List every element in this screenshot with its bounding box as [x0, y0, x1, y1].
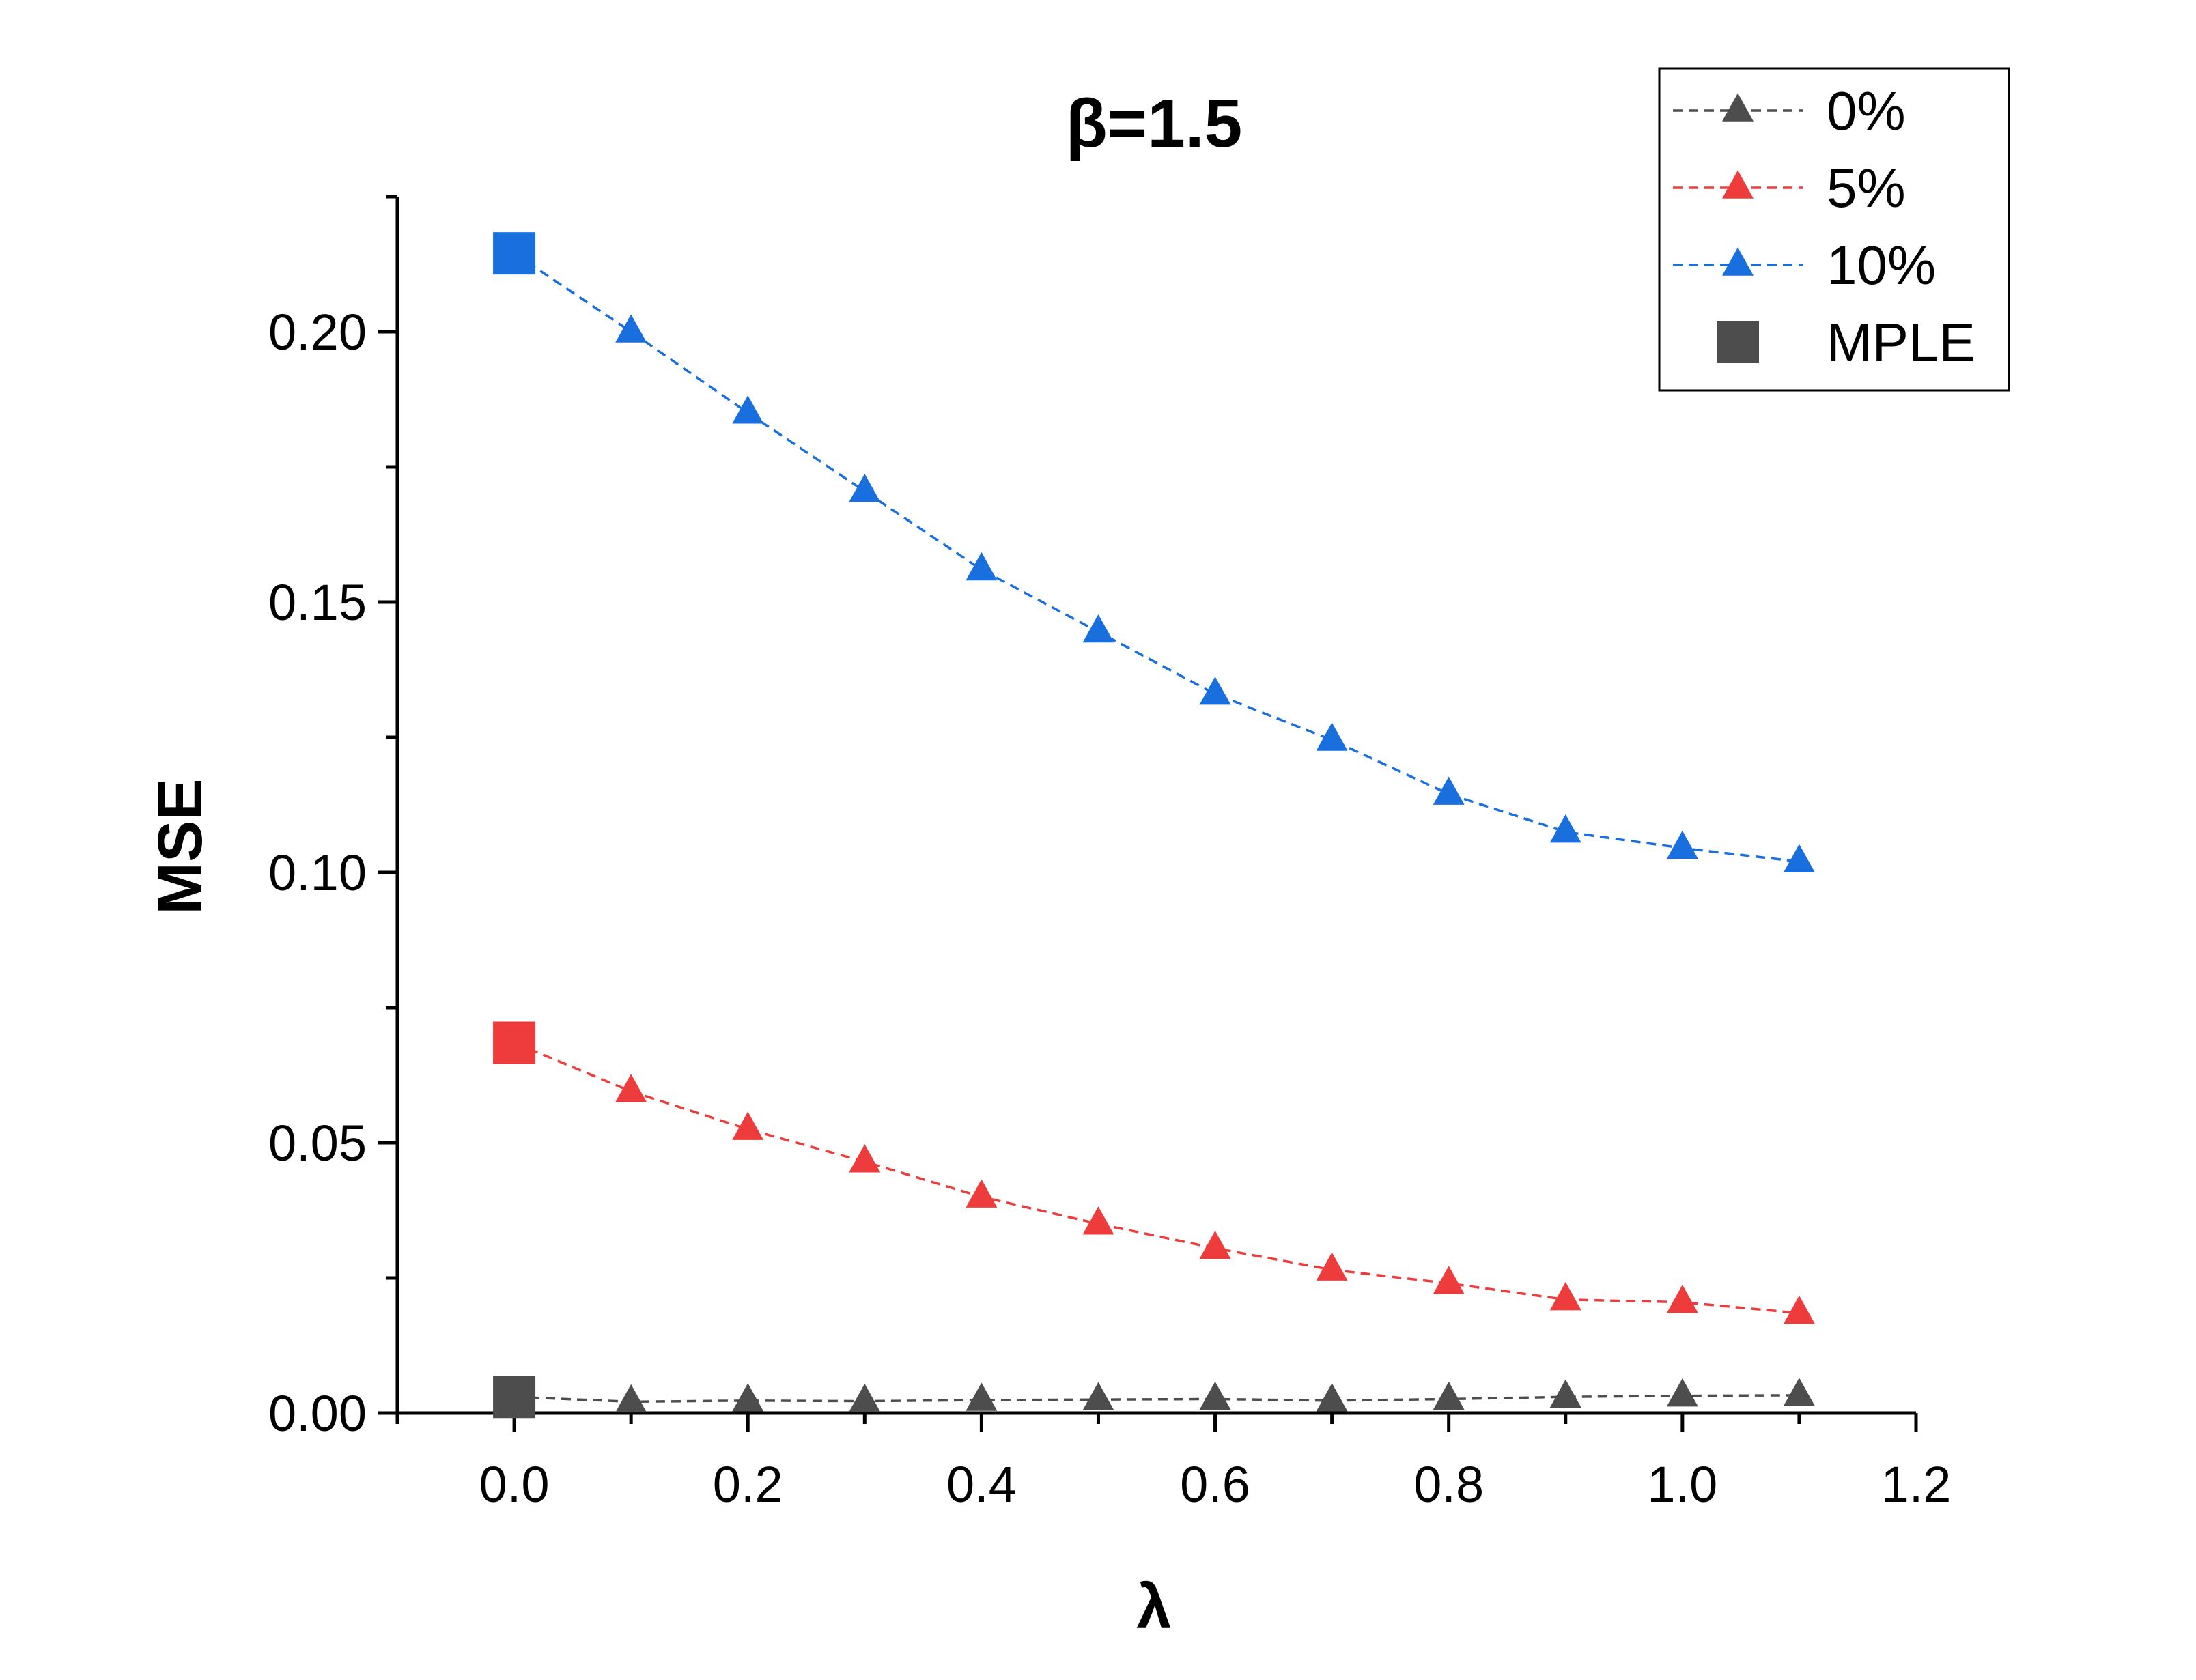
mple-point	[493, 1021, 536, 1064]
data-point	[1549, 1379, 1581, 1408]
data-point	[732, 1383, 764, 1412]
series-layer	[493, 232, 1815, 1419]
data-point	[1316, 1383, 1348, 1412]
data-point	[1199, 676, 1231, 705]
data-point	[1433, 1381, 1465, 1410]
data-point	[966, 552, 998, 581]
data-point	[849, 1383, 881, 1412]
y-tick-label: 0.15	[268, 574, 367, 631]
legend-label: 5%	[1827, 158, 1906, 218]
data-point	[732, 1111, 764, 1140]
data-point	[615, 314, 647, 343]
x-tick-label: 0.6	[1180, 1456, 1250, 1513]
legend-marker	[1717, 321, 1759, 363]
data-point	[615, 1074, 647, 1102]
data-point	[1783, 1378, 1815, 1406]
data-point	[966, 1382, 998, 1411]
y-tick-label: 0.10	[268, 844, 367, 901]
legend-label: MPLE	[1827, 312, 1975, 373]
data-point	[1433, 1266, 1465, 1294]
legend-label: 0%	[1827, 81, 1906, 141]
data-point	[1666, 830, 1698, 859]
data-point	[1199, 1230, 1231, 1259]
x-tick-label: 1.0	[1647, 1456, 1717, 1513]
mple-point	[493, 232, 536, 275]
series-line	[514, 1394, 1799, 1404]
y-axis-title: MSE	[145, 778, 215, 914]
data-point	[615, 1384, 647, 1413]
data-point	[732, 395, 764, 424]
mple-point	[493, 1376, 536, 1419]
data-point	[1082, 1382, 1114, 1410]
x-tick-label: 0.4	[946, 1456, 1017, 1513]
data-point	[1199, 1381, 1231, 1410]
y-tick-label: 0.00	[268, 1385, 367, 1442]
data-point	[1549, 1282, 1581, 1311]
legend-label: 10%	[1827, 235, 1936, 296]
data-point	[966, 1179, 998, 1208]
x-tick-label: 1.2	[1881, 1456, 1952, 1513]
axes: 0.0 0.2 0.4 0.6 0.8 1.0 1.2 0.00 0.05 0.10 0.15 0.2…	[268, 195, 1952, 1513]
series-line	[513, 1041, 1800, 1315]
data-point	[849, 1144, 881, 1173]
legend: 0% 5% 10% MPLE	[1658, 67, 2010, 392]
data-point	[1666, 1284, 1698, 1313]
x-axis-title: λ	[1136, 1572, 1171, 1642]
data-point	[849, 473, 881, 502]
x-tick-label: 0.0	[479, 1456, 550, 1513]
data-point	[1082, 614, 1114, 643]
y-tick-label: 0.20	[268, 304, 367, 360]
data-point	[1666, 1378, 1698, 1407]
data-point	[1549, 814, 1581, 843]
series-line	[513, 252, 1800, 863]
legend-marker	[1722, 247, 1754, 276]
legend-marker	[1722, 170, 1754, 199]
chart-title: β=1.5	[1066, 85, 1242, 162]
x-tick-label: 0.2	[713, 1456, 783, 1513]
y-tick-label: 0.05	[268, 1115, 367, 1171]
x-tick-label: 0.8	[1413, 1456, 1484, 1513]
data-point	[1316, 1252, 1348, 1281]
data-point	[1433, 776, 1465, 805]
legend-marker	[1722, 93, 1754, 122]
data-point	[1783, 844, 1815, 872]
data-point	[1316, 722, 1348, 751]
data-point	[1082, 1206, 1114, 1235]
data-point	[1783, 1295, 1815, 1324]
